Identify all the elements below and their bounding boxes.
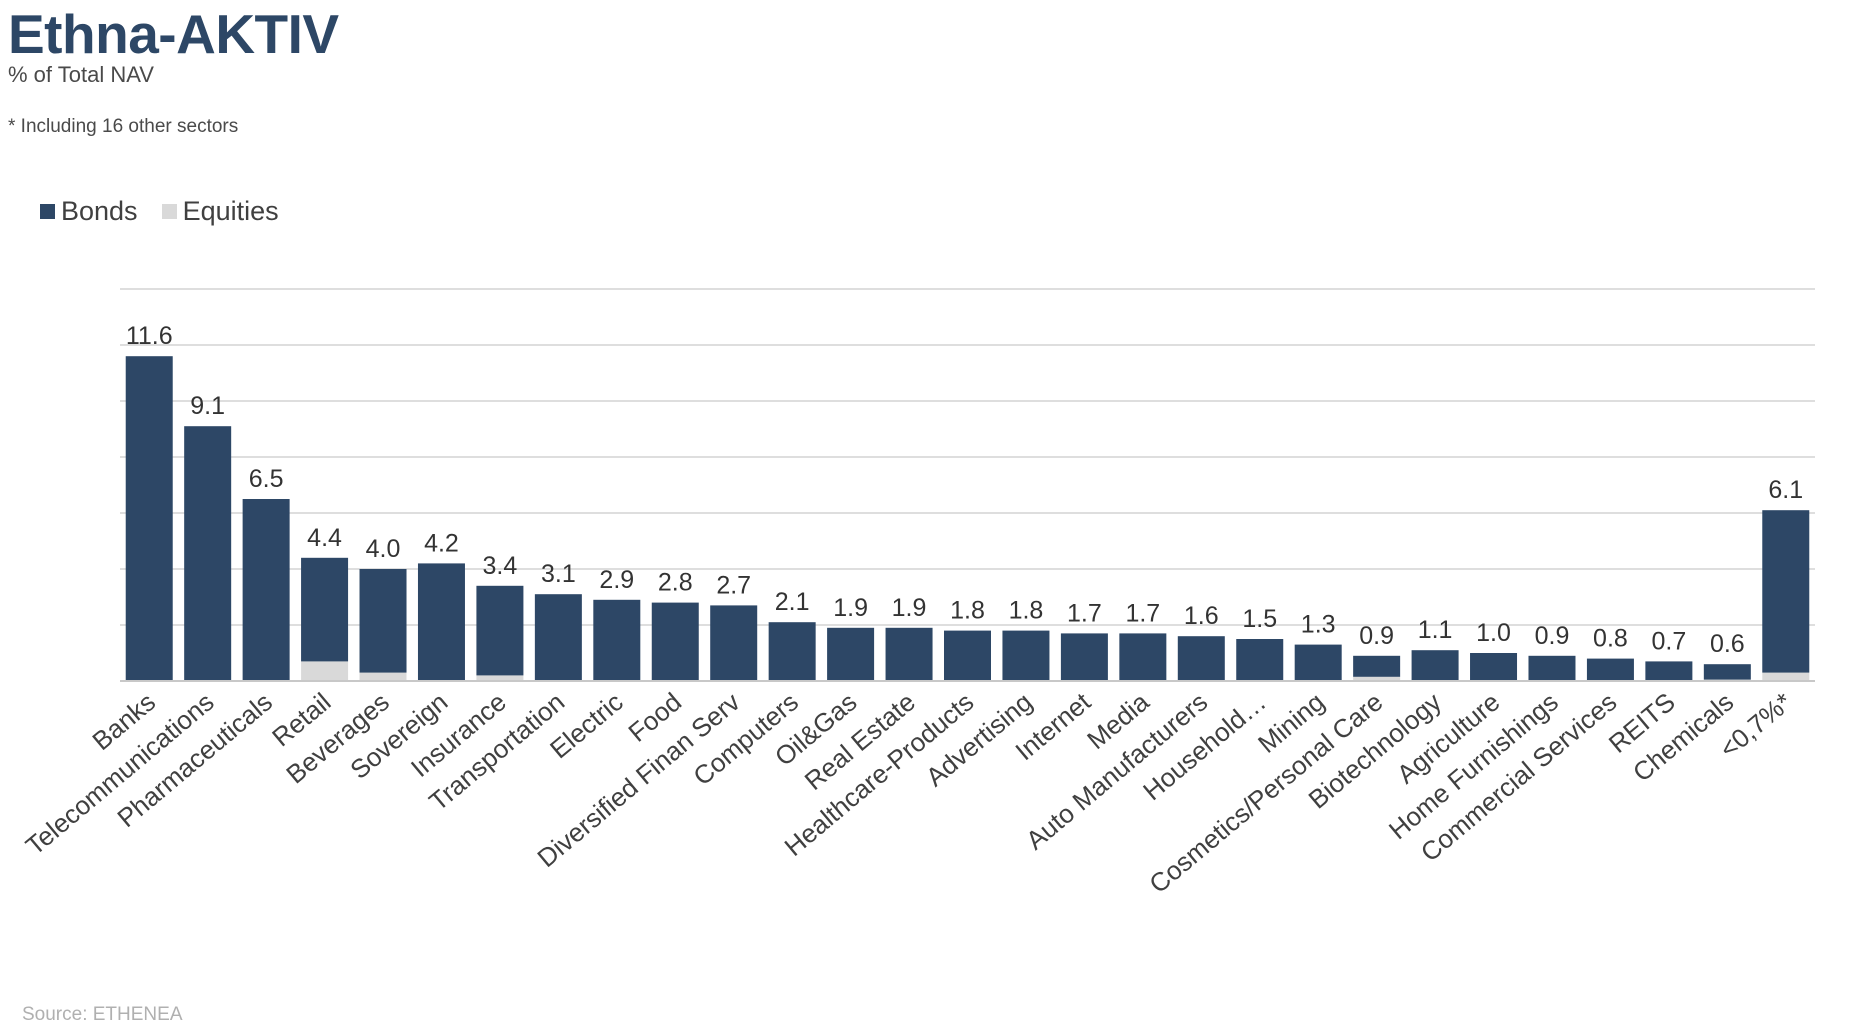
data-label: 1.7 (1125, 599, 1160, 627)
bar-bonds-5 (417, 563, 465, 681)
data-label: 1.6 (1184, 602, 1219, 630)
legend-item-equities: Equities (161, 196, 279, 227)
data-label: 0.8 (1593, 625, 1628, 653)
bar-bonds-24 (1528, 655, 1576, 681)
data-label: 2.7 (716, 571, 751, 599)
bar-bonds-11 (768, 622, 816, 681)
data-label: 0.9 (1359, 622, 1394, 650)
bar-bonds-17 (1119, 633, 1167, 681)
data-label: 1.1 (1418, 616, 1453, 644)
bar-equities-4 (359, 672, 407, 681)
chart-footnote: * Including 16 other sectors (8, 116, 239, 137)
bar-bonds-15 (1002, 630, 1050, 681)
data-label: 4.2 (424, 529, 459, 557)
data-label: 3.1 (541, 560, 576, 588)
bar-bonds-26 (1645, 661, 1693, 681)
data-label: 1.7 (1067, 599, 1102, 627)
data-label: 9.1 (190, 392, 225, 420)
bar-bonds-6 (476, 585, 524, 676)
data-label: 6.5 (249, 465, 284, 493)
bar-bonds-10 (710, 605, 758, 681)
bar-bonds-0 (125, 356, 173, 681)
data-label: 0.7 (1651, 627, 1686, 655)
legend-label-bonds: Bonds (61, 196, 138, 226)
bar-bonds-21 (1353, 655, 1401, 677)
data-label: 0.6 (1710, 630, 1745, 658)
chart-title: Ethna-AKTIV (8, 3, 339, 65)
bar-equities-28 (1762, 672, 1810, 681)
bar-bonds-20 (1294, 644, 1342, 681)
data-label: 1.8 (950, 597, 985, 625)
bar-bonds-2 (242, 499, 290, 681)
data-label: 0.9 (1535, 622, 1570, 650)
source-note: Source: ETHENEA (22, 1004, 183, 1025)
legend-item-bonds: Bonds (40, 196, 138, 227)
data-label: 2.1 (775, 588, 810, 616)
legend-label-equities: Equities (182, 196, 279, 226)
bar-bonds-16 (1060, 633, 1108, 681)
data-label: 11.6 (126, 322, 173, 350)
data-label: 1.5 (1242, 605, 1277, 633)
legend-swatch-equities (161, 204, 177, 219)
data-label: 2.9 (599, 566, 634, 594)
bar-bonds-7 (534, 594, 582, 681)
bar-bonds-1 (184, 426, 232, 681)
bar-equities-21 (1353, 676, 1401, 681)
data-label: 3.4 (483, 552, 518, 580)
legend-swatch-bonds (40, 204, 55, 219)
bar-bonds-4 (359, 569, 407, 673)
bar-bonds-23 (1470, 653, 1518, 681)
bar-bonds-25 (1586, 658, 1634, 681)
bar-bonds-13 (885, 627, 933, 681)
data-label: 1.0 (1476, 619, 1511, 647)
bar-equities-6 (476, 675, 524, 681)
bar-bonds-22 (1411, 650, 1459, 681)
bar-bonds-3 (301, 557, 349, 662)
data-label: 1.9 (892, 594, 927, 622)
bar-bonds-9 (651, 602, 699, 681)
bar-equities-3 (301, 661, 349, 681)
chart-subtitle: % of Total NAV (8, 62, 154, 87)
data-label: 2.8 (658, 569, 693, 597)
data-label: 1.8 (1009, 597, 1044, 625)
chart-legend: Bonds Equities (40, 196, 303, 227)
data-label: 6.1 (1768, 476, 1803, 504)
bar-bonds-28 (1762, 510, 1810, 673)
bar-bonds-27 (1703, 664, 1751, 680)
bar-bonds-14 (944, 630, 991, 681)
bar-bonds-8 (593, 599, 641, 681)
bar-bonds-18 (1177, 636, 1225, 681)
bar-bonds-19 (1236, 639, 1284, 681)
data-label: 4.0 (366, 535, 401, 563)
data-label: 1.3 (1301, 611, 1336, 639)
bar-bonds-12 (827, 627, 875, 681)
data-label: 1.9 (833, 594, 868, 622)
data-label: 4.4 (307, 524, 342, 552)
